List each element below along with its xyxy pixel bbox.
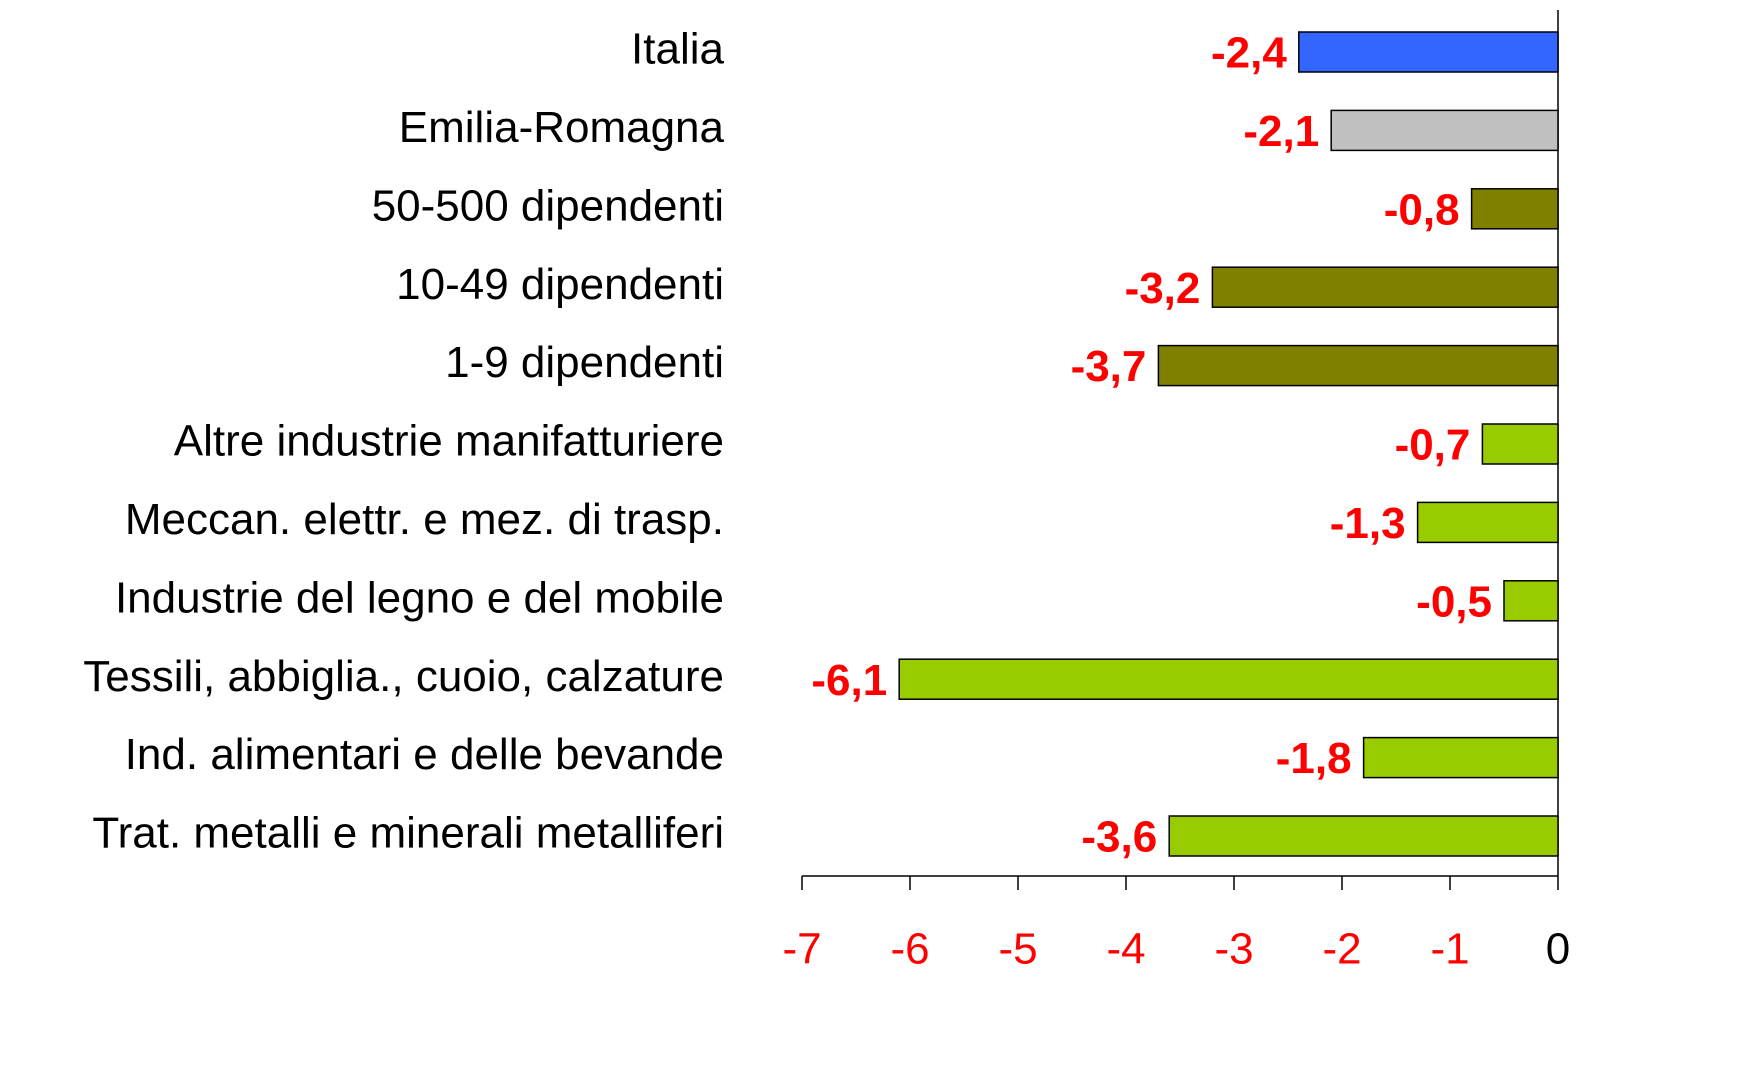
- x-tick-label: -7: [782, 925, 821, 974]
- category-label: Meccan. elettr. e mez. di trasp.: [125, 495, 724, 544]
- x-tick-label: -2: [1322, 925, 1361, 974]
- x-tick-label: -3: [1214, 925, 1253, 974]
- value-label: -3,6: [1081, 813, 1157, 862]
- bar: [1298, 31, 1559, 73]
- bar: [1470, 188, 1559, 230]
- category-label: Tessili, abbiglia., cuoio, calzature: [83, 652, 724, 701]
- category-label: Italia: [631, 25, 724, 74]
- value-label: -1,8: [1276, 734, 1352, 783]
- bar: [898, 658, 1559, 700]
- category-label: 1-9 dipendenti: [445, 338, 724, 387]
- bar: [1481, 423, 1559, 465]
- category-label: Altre industrie manifatturiere: [174, 417, 724, 466]
- x-tick-label: 0: [1546, 925, 1570, 974]
- x-tick-label: -6: [890, 925, 929, 974]
- category-label: 50-500 dipendenti: [372, 181, 724, 230]
- x-tick-label: -1: [1430, 925, 1469, 974]
- value-label: -3,7: [1071, 342, 1147, 391]
- bar: [1503, 580, 1559, 622]
- value-label: -0,7: [1395, 421, 1471, 470]
- category-label: Ind. alimentari e delle bevande: [125, 730, 724, 779]
- value-label: -0,5: [1416, 577, 1492, 626]
- bar: [1168, 815, 1559, 857]
- x-tick-label: -4: [1106, 925, 1145, 974]
- value-label: -2,1: [1243, 107, 1319, 156]
- bar: [1416, 501, 1559, 544]
- value-label: -6,1: [811, 656, 887, 705]
- category-label: 10-49 dipendenti: [396, 260, 724, 309]
- x-tick-label: -5: [998, 925, 1037, 974]
- value-label: -1,3: [1330, 499, 1406, 548]
- bar: [1157, 344, 1559, 387]
- value-label: -2,4: [1211, 29, 1287, 78]
- value-label: -0,8: [1384, 185, 1460, 234]
- value-label: -3,2: [1125, 264, 1201, 313]
- bar: [1211, 266, 1559, 308]
- bar: [1362, 736, 1559, 779]
- category-label: Emilia-Romagna: [399, 103, 725, 152]
- bar: [1330, 109, 1559, 152]
- category-label: Trat. metalli e minerali metalliferi: [92, 809, 724, 858]
- category-label: Industrie del legno e del mobile: [115, 573, 724, 622]
